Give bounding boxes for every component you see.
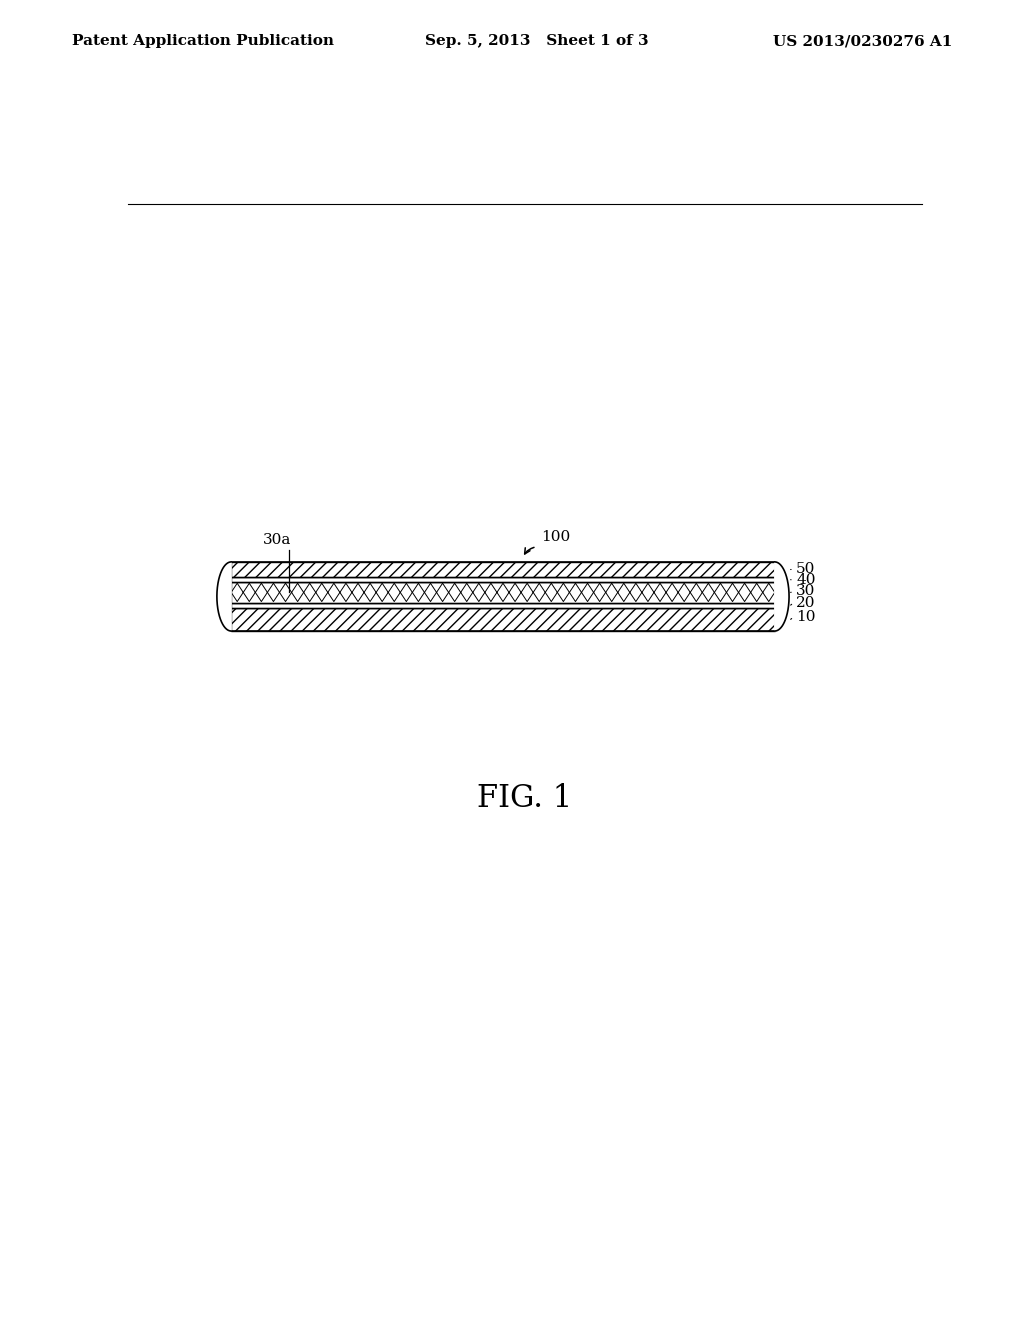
Polygon shape [775,562,790,631]
Text: 40: 40 [797,573,816,587]
Text: 30a: 30a [263,533,291,546]
Text: 100: 100 [541,529,570,544]
Text: 20: 20 [797,595,816,610]
Text: Patent Application Publication: Patent Application Publication [72,34,334,49]
Text: US 2013/0230276 A1: US 2013/0230276 A1 [773,34,952,49]
Text: FIG. 1: FIG. 1 [477,783,572,814]
Bar [231,577,775,582]
Bar [231,607,775,631]
Bar [231,582,775,602]
Text: 30: 30 [797,585,815,598]
Text: 50: 50 [797,562,815,576]
Text: Sep. 5, 2013   Sheet 1 of 3: Sep. 5, 2013 Sheet 1 of 3 [425,34,648,49]
Polygon shape [217,562,231,631]
Bar [231,602,775,607]
Text: 10: 10 [797,610,816,624]
Bar [231,562,775,577]
